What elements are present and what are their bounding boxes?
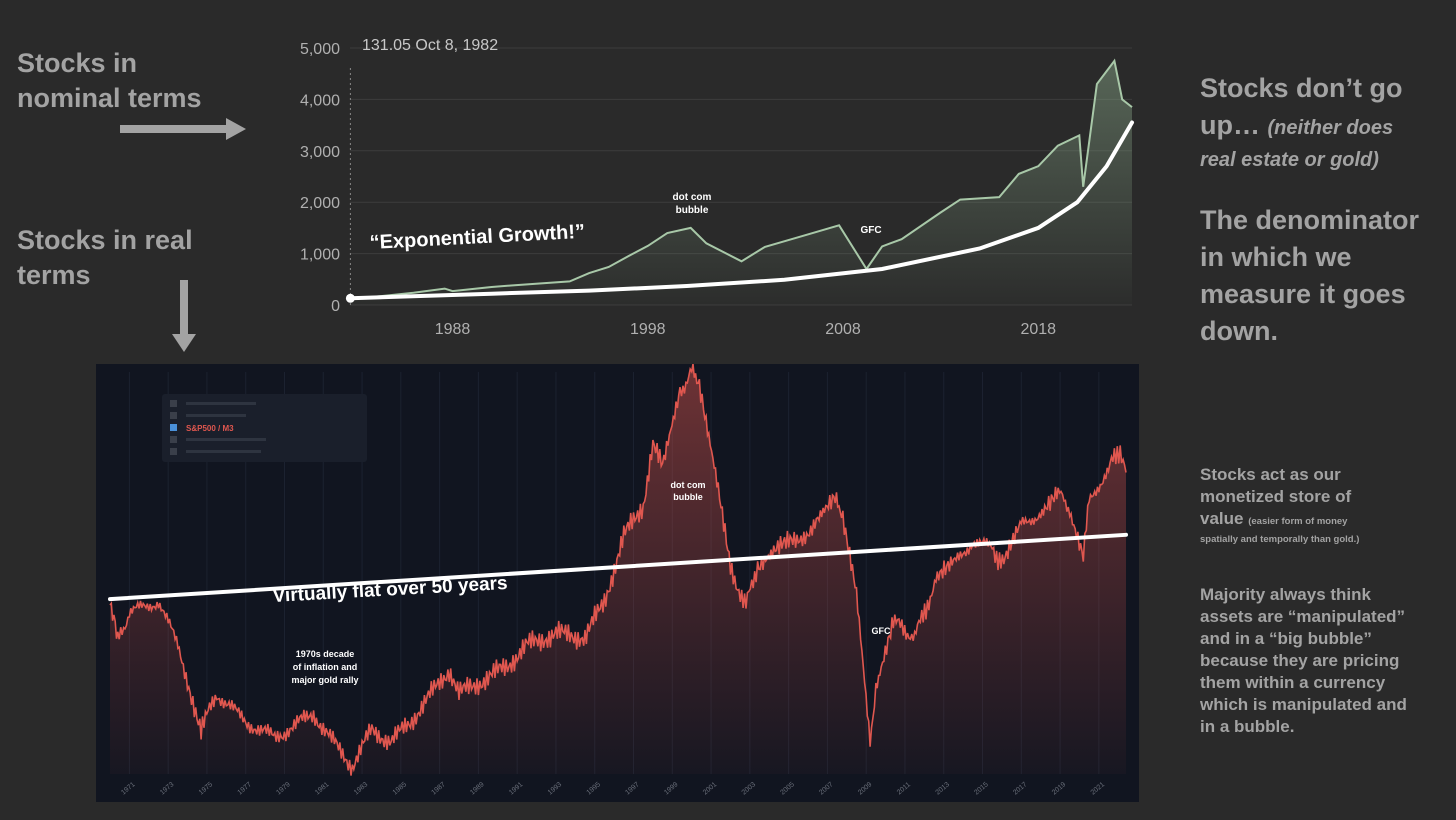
right-text-2-line-3: and in a “big bubble” [1200,629,1372,648]
arrow-down-icon [172,280,196,352]
right-heading-2-line-2: in which we [1200,242,1352,272]
real-area [110,364,1126,776]
y-tick-label: 2,000 [300,195,340,212]
gfc-label: GFC [860,225,881,236]
real-series-line [109,364,1127,776]
dotcom-label-line-1: dot com [673,192,712,203]
dotcom-label-line-2: bubble [676,205,709,216]
real-dotcom-label-line-2: bubble [673,492,703,502]
y-tick-label: 4,000 [300,92,340,109]
real-chart: S&P500 / M3 1971 1973 1975 1977 1979 1981 1983… [96,364,1139,802]
right-text-2-line-1: Majority always think [1200,585,1371,604]
right-text-1-line-1: Stocks act as our [1200,465,1341,484]
right-text-2-line-2: assets are “manipulated” [1200,607,1406,626]
right-heading-1-aside-1: (neither does [1267,117,1394,139]
right-heading-2-line-4: down. [1200,316,1278,346]
real-dotcom-label-line-1: dot com [671,480,706,490]
right-text-2-line-6: which is manipulated and [1200,695,1407,714]
y-tick-label: 0 [331,298,340,315]
x-tick-label: 1998 [630,321,666,338]
right-heading-1-line-1: Stocks don’t go [1200,73,1403,103]
right-text-2-line-5: them within a currency [1200,673,1386,692]
tooltip-text: 131.05 Oct 8, 1982 [362,37,498,54]
right-text-1-aside-1: (easier form of money [1248,516,1348,527]
y-tick-label: 3,000 [300,144,340,161]
flat-trend-line [108,532,1128,602]
right-text-1-line-2: monetized store of [1200,487,1352,506]
legend-checkbox-icon[interactable] [170,424,177,431]
seventies-label-line-3: major gold rally [291,675,358,685]
right-heading-1: Stocks don’t go up… (neither does real e… [1200,70,1450,173]
arrow-right-icon [120,118,246,140]
nominal-label-line-2: nominal terms [17,83,202,113]
right-text-2: Majority always think assets are “manipu… [1200,584,1456,738]
x-tick-label: 2008 [825,321,861,338]
legend-item-sp500-m3: S&P500 / M3 [186,424,234,433]
y-tick-label: 5,000 [300,41,340,58]
right-text-1: Stocks act as our monetized store of val… [1200,464,1456,547]
right-heading-2-line-1: The denominator [1200,205,1420,235]
real-label: Stocks in real terms [17,223,193,293]
real-gfc-label: GFC [872,626,891,636]
right-heading-2-line-3: measure it goes [1200,279,1406,309]
nominal-label-line-1: Stocks in [17,48,138,78]
right-text-1-aside-2: spatially and temporally than gold.) [1200,534,1360,545]
nominal-label: Stocks in nominal terms [17,46,202,116]
x-tick-label: 2018 [1020,321,1056,338]
real-label-line-1: Stocks in real [17,225,193,255]
seventies-label-line-1: 1970s decade [296,649,355,659]
exponential-curve [348,120,1134,301]
exponential-growth-label: “Exponential Growth!” [369,221,585,254]
x-tick-label: 1988 [435,321,471,338]
nominal-series-line [350,58,1133,300]
right-text-2-line-7: in a bubble. [1200,717,1295,736]
right-heading-1-line-2: up… [1200,110,1260,140]
y-tick-label: 1,000 [300,247,340,264]
right-text-1-line-3: value [1200,509,1244,528]
real-label-line-2: terms [17,260,91,290]
right-heading-1-aside-2: real estate or gold) [1200,149,1379,171]
legend-box: S&P500 / M3 [162,394,367,462]
right-heading-2: The denominator in which we measure it g… [1200,202,1456,350]
right-text-2-line-4: because they are pricing [1200,651,1400,670]
seventies-label-line-2: of inflation and [293,662,358,672]
nominal-chart: 5,000 4,000 3,000 2,000 1,000 0 1988 1998 2008 20… [300,37,1134,338]
nominal-area [350,60,1132,306]
tooltip-point [345,293,355,303]
